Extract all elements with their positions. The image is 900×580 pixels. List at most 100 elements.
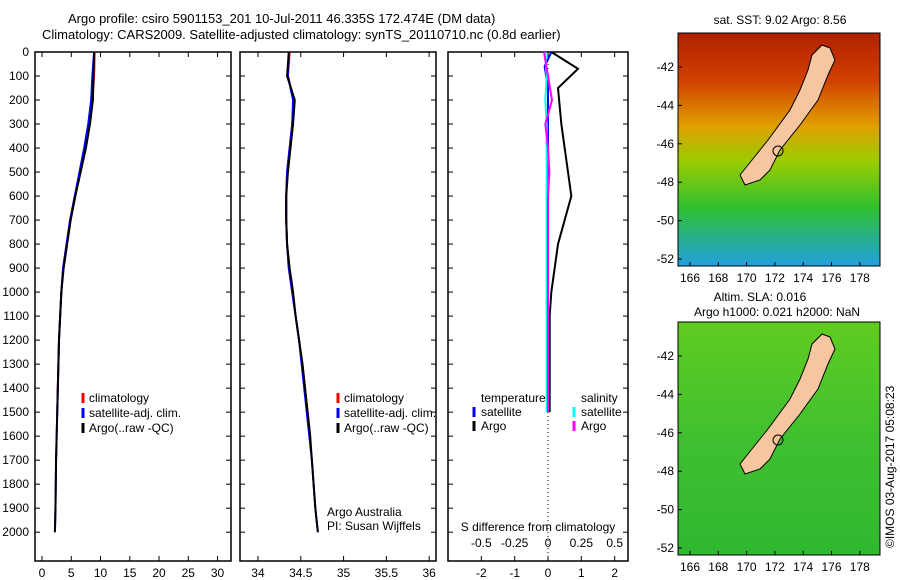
lon-tick-label: 176: [821, 271, 841, 285]
top-x-tick-label: -0.25: [501, 536, 529, 550]
lat-tick-label: -46: [657, 137, 675, 151]
x-tick-label: 25: [182, 566, 196, 580]
x-tick-label: 36: [422, 566, 436, 580]
argo-location-marker: [772, 434, 784, 446]
y-tick-label: 1700: [2, 453, 29, 467]
series-line-argo-raw-qc-: [285, 51, 319, 533]
top-x-tick-label: 0.25: [570, 536, 594, 550]
lon-tick-label: 174: [793, 560, 813, 574]
series-line-t-argo: [548, 51, 580, 413]
lon-tick-label: 176: [821, 560, 841, 574]
annotation-text: Argo Australia: [327, 505, 402, 519]
new-zealand-land: [739, 333, 836, 475]
series-line-s-satellite: [544, 51, 548, 413]
x-tick-label: 0: [39, 566, 46, 580]
y-tick-label: 1000: [2, 285, 29, 299]
series-line-argo-raw-qc-: [53, 51, 96, 533]
y-tick-label: 1200: [2, 333, 29, 347]
y-tick-label: 2000: [2, 525, 29, 539]
lon-tick-label: 174: [793, 271, 813, 285]
legend-label: Argo: [581, 419, 607, 433]
y-tick-label: 400: [9, 141, 29, 155]
legend-label: satellite: [481, 405, 522, 419]
legend-title: temperature: [481, 391, 546, 405]
lon-tick-label: 172: [765, 560, 785, 574]
map-sst: -42 -44 -46 -48 -50 -52 166 168 170 172 174 176 178: [657, 32, 881, 285]
annotation-text: PI: Susan Wijffels: [327, 519, 421, 533]
map-sla-title-1: Altim. SLA: 0.016: [714, 290, 807, 304]
x-tick-label: 35: [337, 566, 351, 580]
lat-tick-label: -48: [657, 175, 675, 189]
y-tick-label: 800: [9, 237, 29, 251]
title-line-2: Climatology: CARS2009. Satellite-adjuste…: [42, 27, 561, 42]
lat-tick-label: -52: [657, 541, 675, 555]
legend-label: satellite-adj. clim.: [89, 406, 181, 420]
top-x-tick-label: 0: [545, 536, 552, 550]
legend-label: Argo(..raw -QC): [89, 421, 174, 435]
y-tick-label: 700: [9, 213, 29, 227]
x-tick-label: 34: [251, 566, 265, 580]
y-tick-label: 1100: [3, 309, 29, 323]
series-line-climatology: [285, 51, 312, 437]
lat-tick-label: -52: [657, 252, 675, 266]
y-tick-label: 1900: [2, 501, 29, 515]
x-tick-label: 34.5: [289, 566, 313, 580]
y-tick-label: 1600: [2, 429, 29, 443]
y-tick-label: 1400: [2, 381, 29, 395]
lon-tick-label: 166: [680, 271, 700, 285]
y-tick-label: 900: [9, 261, 29, 275]
map-sst-title: sat. SST: 9.02 Argo: 8.56: [714, 13, 847, 27]
x-tick-label: 2: [611, 566, 618, 580]
legend-label: climatology: [89, 391, 149, 405]
lon-tick-label: 170: [737, 271, 757, 285]
x-tick-label: 30: [211, 566, 225, 580]
lat-tick-label: -50: [657, 214, 675, 228]
lon-tick-label: 178: [850, 560, 870, 574]
y-tick-label: 300: [9, 117, 29, 131]
copyright-text: ©IMOS 03-Aug-2017 05:08:23: [883, 385, 897, 548]
lat-tick-label: -48: [657, 464, 675, 478]
series-line-s-argo: [543, 51, 554, 413]
lat-tick-label: -50: [657, 503, 675, 517]
top-x-tick-label: 0.5: [606, 536, 623, 550]
x-tick-label: 5: [68, 566, 75, 580]
y-tick-label: 100: [9, 69, 29, 83]
lon-tick-label: 178: [850, 271, 870, 285]
y-tick-label: 1500: [2, 405, 29, 419]
lat-tick-label: -44: [657, 98, 675, 112]
new-zealand-land: [739, 44, 836, 186]
lon-tick-label: 168: [708, 560, 728, 574]
x-tick-label: -1: [509, 566, 520, 580]
top-x-tick-label: -0.5: [471, 536, 492, 550]
y-tick-label: 200: [9, 93, 29, 107]
y-tick-label: 600: [9, 189, 29, 203]
series-line-satellite-adj-clim-: [285, 51, 319, 533]
x-tick-label: 1: [578, 566, 585, 580]
plot-frame-2: [447, 51, 629, 562]
x-tick-label: -2: [476, 566, 487, 580]
lon-tick-label: 166: [680, 560, 700, 574]
legend-label: satellite-adj. clim.: [344, 406, 436, 420]
lat-tick-label: -42: [657, 60, 675, 74]
lon-tick-label: 170: [737, 560, 757, 574]
x-tick-label: 35.5: [375, 566, 399, 580]
legend-label: satellite: [581, 405, 622, 419]
argo-location-marker: [772, 145, 784, 157]
map-sla: -42 -44 -46 -48 -50 -52 166 168 170 172 174 176 178: [657, 321, 881, 574]
y-tick-label: 500: [9, 165, 29, 179]
lat-tick-label: -42: [657, 349, 675, 363]
x-tick-label: 15: [123, 566, 137, 580]
y-tick-label: 0: [22, 45, 29, 59]
x-tick-label: 10: [94, 566, 108, 580]
lat-tick-label: -46: [657, 426, 675, 440]
legend-label: Argo: [481, 419, 507, 433]
lat-tick-label: -44: [657, 387, 675, 401]
legend-label: climatology: [344, 391, 404, 405]
lon-tick-label: 168: [708, 271, 728, 285]
series-line-climatology: [56, 51, 96, 413]
y-tick-label: 1300: [2, 357, 29, 371]
legend-label: Argo(..raw -QC): [344, 421, 429, 435]
title-line-1: Argo profile: csiro 5901153_201 10-Jul-2…: [68, 11, 496, 26]
